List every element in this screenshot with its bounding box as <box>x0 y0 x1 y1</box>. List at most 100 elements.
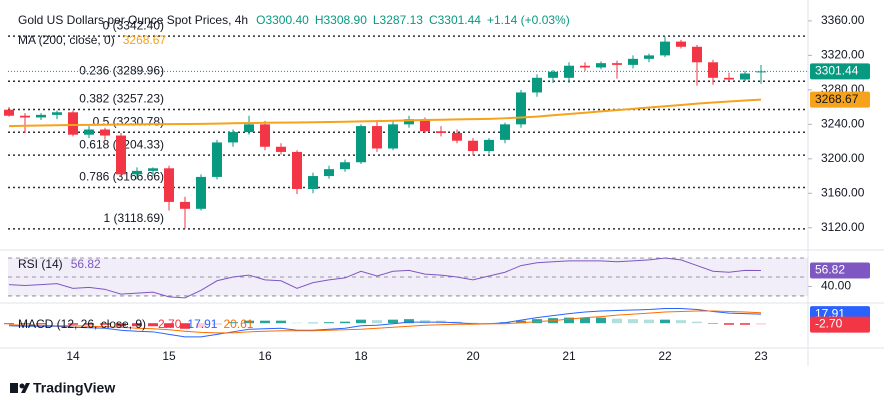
macd-histogram-bar <box>532 319 542 324</box>
macd-histogram-bar <box>708 323 718 324</box>
candle-body <box>36 114 46 118</box>
ohlc-value: O3300.40 <box>256 13 309 27</box>
y-tick-label: 3360.00 <box>821 13 865 27</box>
rsi-title: RSI (14) <box>18 257 63 271</box>
candle-body <box>356 126 366 163</box>
candle-body <box>404 119 414 125</box>
candle-body <box>628 58 638 65</box>
macd-title: MACD (12, 26, close, 9) <box>18 317 146 331</box>
macd-histogram-bar <box>740 323 750 325</box>
x-tick-label: 20 <box>466 349 480 363</box>
macd-histogram-bar <box>612 318 622 324</box>
candle-body <box>180 201 190 209</box>
last-price: 3301.44 <box>815 64 859 78</box>
y-tick-label: 3320.00 <box>821 48 865 62</box>
ma-price: 3268.67 <box>815 92 859 106</box>
macd-histogram-bar <box>228 322 238 324</box>
candle-body <box>196 176 206 209</box>
macd-histogram-bar <box>244 320 254 324</box>
macd-histogram-bar <box>132 323 142 327</box>
chart-title: Gold US Dollars per Ounce Spot Prices, 4… <box>18 13 248 27</box>
macd-histogram-bar <box>516 320 526 324</box>
candle-body <box>212 142 222 177</box>
macd-histogram-bar <box>276 320 286 324</box>
candle-body <box>4 109 14 116</box>
macd-histogram-bar <box>644 319 654 324</box>
ma-price-box <box>810 91 870 108</box>
macd-histogram-bar <box>196 323 206 328</box>
candle-body <box>372 126 382 149</box>
candle-body <box>420 119 430 132</box>
x-tick-label: 21 <box>562 349 576 363</box>
macd-histogram-bar <box>52 323 62 324</box>
fib-label: 0 (3342.40) <box>103 18 164 32</box>
macd-histogram-bar <box>660 319 670 324</box>
macd-histogram-bar <box>324 322 334 324</box>
ma-legend-value: 3268.67 <box>123 33 167 47</box>
macd-histogram-bar <box>308 322 318 324</box>
candle-body <box>660 41 670 56</box>
x-tick-label: 22 <box>658 349 672 363</box>
candle-body <box>532 77 542 93</box>
candle-body <box>228 132 238 143</box>
y-tick-label: 3240.00 <box>821 117 865 131</box>
ohlc-value: H3308.90 <box>315 13 367 27</box>
macd-histogram-bar <box>692 321 702 324</box>
rsi-last: 56.82 <box>815 263 845 277</box>
ma-line <box>8 98 762 128</box>
macd-histogram-bar <box>20 323 30 325</box>
candle-body <box>388 124 398 149</box>
macd-legend-value: 17.91 <box>187 317 217 331</box>
macd-histogram-bar <box>564 317 574 324</box>
histogram-last-box <box>810 316 870 333</box>
macd-histogram-bar <box>100 323 110 325</box>
macd-histogram-bar <box>340 321 350 324</box>
signal-line <box>8 310 762 334</box>
ohlc-value: C3301.44 <box>429 13 481 27</box>
candle-body <box>676 41 686 47</box>
candle-body <box>244 124 254 133</box>
rsi-value: 56.82 <box>71 257 101 271</box>
macd-histogram-bar <box>676 320 686 324</box>
macd-histogram-bar <box>260 320 270 324</box>
x-tick-label: 18 <box>354 349 368 363</box>
candle-body <box>68 112 78 135</box>
candle-body <box>260 124 270 147</box>
candle-body <box>20 115 30 118</box>
last-price-box <box>810 63 870 80</box>
candle-body <box>340 162 350 170</box>
macd-legend-value: -2.70 <box>154 317 182 331</box>
y-tick-label: 3120.00 <box>821 220 865 234</box>
fib-label: 0.382 (3257.23) <box>79 92 164 106</box>
candle-body <box>548 71 558 78</box>
macd-histogram-bar <box>756 323 766 325</box>
rsi-last-box <box>810 262 870 279</box>
fib-label: 0.236 (3289.96) <box>79 63 164 77</box>
macd-histogram-bar <box>388 319 398 324</box>
candle-body <box>516 92 526 125</box>
macd-histogram-bar <box>372 320 382 324</box>
candle-body <box>724 77 734 80</box>
histogram-last: -2.70 <box>815 317 843 331</box>
candle-body <box>500 124 510 140</box>
macd-histogram-bar <box>4 323 14 325</box>
candle-body <box>580 65 590 68</box>
macd-histogram-bar <box>628 319 638 324</box>
candle-body <box>164 168 174 202</box>
macd-histogram-bar <box>580 317 590 324</box>
macd-histogram-bar <box>116 323 126 327</box>
x-tick-label: 14 <box>66 349 80 363</box>
candle-body <box>132 170 142 175</box>
candle-body <box>148 168 158 171</box>
candle-body <box>84 129 94 135</box>
x-tick-label: 15 <box>162 349 176 363</box>
fib-label: 1 (3118.69) <box>104 211 165 225</box>
macd-line <box>8 308 762 338</box>
candle-body <box>612 63 622 65</box>
macd-histogram-bar <box>404 319 414 324</box>
macd-histogram-bar <box>84 323 94 325</box>
y-tick-label: 40.00 <box>821 279 851 293</box>
macd-histogram-bar <box>292 322 302 324</box>
